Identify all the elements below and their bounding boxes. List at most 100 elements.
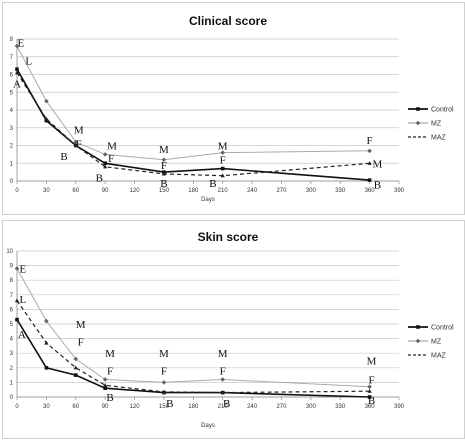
annotation-letter: M: [76, 319, 86, 331]
annotation-letter: E: [18, 38, 25, 50]
data-point: [73, 365, 78, 370]
annotation-letter: F: [161, 366, 167, 378]
data-point: [367, 160, 372, 165]
annotation-letter: M: [373, 158, 383, 170]
legend-label: MAZ: [431, 353, 447, 360]
annotation-letter: A: [18, 329, 26, 341]
data-point: [44, 98, 49, 104]
x-tick-label: 150: [159, 404, 170, 410]
annotation-letter: M: [74, 125, 84, 137]
annotation-letter: F: [76, 139, 82, 151]
y-tick-label: 6: [10, 73, 14, 79]
y-tick-label: 1: [10, 380, 14, 386]
annotation-letter: M: [367, 356, 377, 368]
data-point: [73, 356, 79, 362]
x-tick-label: 360: [365, 404, 376, 410]
data-point: [161, 157, 167, 162]
data-point: [161, 171, 167, 176]
data-point: [73, 139, 79, 145]
data-point: [161, 380, 167, 385]
data-point: [14, 43, 20, 49]
x-axis-label: Days: [201, 423, 215, 429]
annotation-letter: B: [60, 151, 67, 163]
data-point: [103, 383, 108, 387]
y-tick-label: 8: [10, 37, 14, 43]
x-tick-label: 270: [276, 188, 287, 194]
y-tick-label: 3: [10, 351, 14, 357]
legend-marker: [416, 325, 420, 329]
x-tick-label: 300: [306, 188, 317, 194]
x-tick-label: 30: [43, 188, 50, 194]
legend-label: Control: [431, 325, 454, 332]
y-tick-label: 5: [10, 322, 14, 328]
legend-label: MZ: [431, 121, 442, 128]
annotation-letter: B: [160, 178, 167, 190]
x-tick-label: 30: [43, 404, 50, 410]
y-tick-label: 4: [10, 337, 14, 343]
annotation-letter: M: [107, 141, 117, 153]
x-tick-label: 330: [335, 188, 346, 194]
annotation-letter: F: [78, 337, 84, 349]
data-point: [367, 148, 372, 154]
annotation-letter: B: [166, 398, 173, 410]
x-tick-label: 180: [188, 404, 199, 410]
x-tick-label: 120: [130, 404, 141, 410]
annotation-letter: M: [159, 144, 169, 156]
data-point: [220, 377, 225, 382]
annotation-letter: L: [20, 294, 27, 306]
y-tick-label: 10: [6, 249, 13, 255]
x-tick-label: 270: [276, 404, 287, 410]
data-point: [44, 116, 49, 121]
y-tick-label: 4: [10, 108, 14, 114]
data-point: [367, 395, 372, 399]
annotation-letter: F: [367, 135, 373, 147]
data-point: [44, 118, 49, 123]
data-point: [103, 386, 107, 391]
annotation-letter: F: [161, 160, 167, 172]
annotation-letter: B: [96, 172, 103, 184]
series-line-control: [16, 319, 370, 398]
y-tick-label: 7: [10, 293, 14, 299]
x-tick-label: 390: [394, 188, 405, 194]
annotation-letter: M: [105, 348, 115, 360]
data-point: [367, 384, 372, 390]
x-tick-label: 150: [159, 188, 170, 194]
x-tick-label: 300: [306, 404, 317, 410]
data-point: [73, 373, 78, 377]
data-point: [73, 143, 78, 148]
x-tick-label: 60: [72, 188, 79, 194]
data-point: [220, 390, 225, 395]
annotation-letter: B: [209, 178, 216, 190]
data-point: [44, 366, 49, 370]
x-tick-label: 120: [130, 188, 141, 194]
data-point: [103, 164, 108, 169]
x-tick-label: 90: [102, 188, 109, 194]
annotation-letter: L: [25, 55, 32, 67]
x-axis-label: Days: [201, 197, 215, 203]
annotation-letter: B: [223, 398, 230, 410]
data-point: [161, 389, 167, 394]
series-line-maz: [16, 300, 370, 394]
legend-label: Control: [431, 107, 454, 114]
annotation-letter: M: [159, 348, 169, 360]
annotation-letter: A: [13, 78, 21, 90]
data-point: [15, 317, 19, 322]
data-point: [220, 150, 225, 155]
y-tick-label: 2: [10, 144, 14, 150]
annotation-letter: F: [220, 155, 226, 167]
skin-score-panel: Skin score 0 1 2 3 4 5 6 7 8 9 10 0 30 60 90 120 150 180 21…: [2, 220, 465, 439]
data-point: [102, 152, 108, 157]
annotation-letter: E: [20, 264, 27, 276]
y-tick-label: 3: [10, 126, 14, 132]
legend-marker: [415, 338, 421, 344]
legend-marker: [416, 107, 420, 111]
annotation-letter: B: [368, 395, 375, 407]
series-line-mz: [16, 45, 370, 161]
x-tick-label: 60: [72, 404, 79, 410]
data-point: [14, 70, 20, 75]
x-tick-label: 330: [335, 404, 346, 410]
x-tick-label: 90: [102, 404, 109, 410]
x-tick-label: 0: [15, 404, 19, 410]
annotation-letter: M: [218, 348, 228, 360]
skin-score-chart: Skin score 0 1 2 3 4 5 6 7 8 9 10 0 30 60 90 120 150 180 21…: [6, 230, 454, 429]
